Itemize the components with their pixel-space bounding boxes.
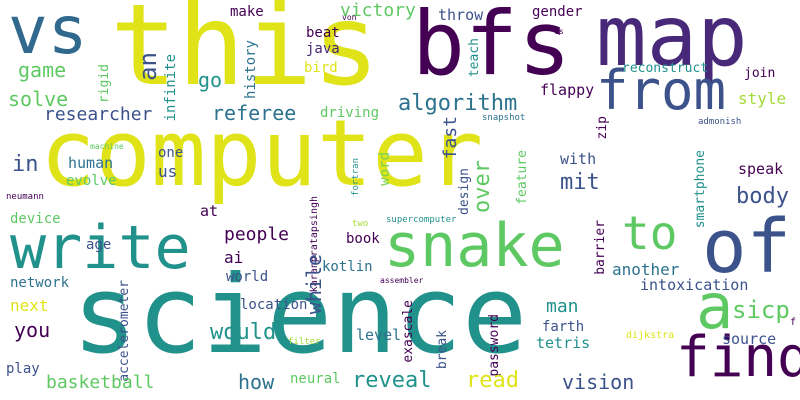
word-accelerometer: accelerometer	[117, 280, 132, 382]
word-from: from	[596, 59, 727, 122]
word-algorithm: algorithm	[398, 91, 518, 116]
word-world: world	[226, 269, 269, 285]
word-referee: referee	[212, 101, 297, 125]
word-another: another	[612, 260, 680, 279]
word-gender: gender	[532, 4, 583, 20]
word-mit: mit	[560, 170, 600, 195]
word-you: you	[14, 318, 51, 342]
word-fortran: fortran	[351, 158, 361, 196]
word-rigid: rigid	[97, 64, 112, 104]
word-vision: vision	[562, 370, 635, 394]
word-supercomputer: supercomputer	[386, 215, 457, 225]
word-machine: machine	[90, 142, 124, 151]
word-smartphone: smartphone	[693, 150, 708, 229]
word-java: java	[306, 41, 340, 57]
word-infinite: infinite	[163, 54, 179, 122]
word-basketball: basketball	[46, 372, 155, 393]
word-design: design	[457, 168, 472, 215]
word-farth: farth	[542, 319, 585, 335]
word-researcher: researcher	[44, 104, 153, 125]
word-one: one	[158, 145, 184, 161]
word-ai: ai	[224, 248, 244, 267]
word-neural: neural	[290, 371, 341, 387]
word-style: style	[738, 89, 787, 108]
word-join: join	[744, 66, 776, 81]
word-exascale: exascale	[401, 300, 416, 363]
word-play: play	[6, 361, 40, 377]
word-solve: solve	[8, 87, 69, 111]
word-go: go	[198, 68, 223, 92]
word-snapshot: snapshot	[482, 113, 526, 123]
word-break: break	[435, 330, 450, 370]
word-level: level	[356, 326, 402, 344]
word-bfs: bfs	[412, 0, 571, 95]
word-feature: feature	[515, 150, 530, 205]
word-snake: snake	[384, 211, 565, 281]
word-two: two	[352, 219, 369, 229]
word-write: write	[10, 213, 191, 283]
word-source: source	[722, 330, 777, 348]
word-network: network	[10, 275, 70, 291]
word-of: of	[702, 204, 792, 290]
word-next: next	[10, 296, 49, 315]
word-teach: teach	[467, 38, 482, 78]
word-age: age	[86, 237, 112, 253]
word-us: us	[158, 162, 178, 181]
word-science: science	[72, 253, 528, 378]
word-make: make	[230, 4, 264, 20]
word-filter: filter	[288, 337, 321, 347]
word-at: at	[200, 202, 219, 220]
word-people: people	[224, 224, 290, 245]
word-with: with	[560, 150, 597, 168]
word-kotlin: kotlin	[322, 259, 373, 275]
word-reconstruct: reconstruct	[622, 61, 709, 76]
word-dijkstra: dijkstra	[626, 330, 675, 341]
word-this: this	[110, 0, 380, 111]
word-driving: driving	[320, 105, 380, 121]
word-to: to	[622, 206, 678, 260]
word-throw: throw	[438, 6, 484, 24]
word-intoxication: intoxication	[640, 276, 749, 294]
word-f: f	[790, 317, 797, 328]
word-a: a	[696, 270, 734, 343]
word-how: how	[238, 370, 275, 394]
word-body: body	[736, 184, 789, 209]
word-over: over	[470, 160, 495, 213]
word-barrier: barrier	[593, 220, 608, 275]
word-history: history	[243, 40, 259, 100]
word-sicp: sicp	[732, 296, 790, 324]
word-an: an	[134, 52, 162, 81]
word-neumann: neumann	[6, 192, 44, 202]
word-evolve: evolve	[66, 173, 117, 189]
word-word: word	[377, 152, 393, 186]
word-in: in	[12, 152, 39, 177]
word-tetris: tetris	[536, 334, 591, 352]
word-man: man	[546, 296, 579, 317]
word-vs: vs	[8, 0, 88, 69]
word-book: book	[346, 231, 380, 247]
word-human: human	[68, 154, 114, 172]
word-read: read	[466, 368, 519, 393]
word-von: von	[342, 13, 357, 22]
word-computer: computer	[40, 100, 484, 207]
word-beat: beat	[306, 25, 340, 41]
word-speak: speak	[738, 160, 784, 178]
word-bird: bird	[304, 60, 338, 76]
word-location: location	[240, 297, 308, 313]
word-fast: fast	[440, 116, 461, 160]
word-reveal: reveal	[352, 368, 432, 393]
word-map: map	[596, 0, 748, 85]
word-zip: zip	[595, 116, 610, 140]
word-find: find	[676, 325, 800, 390]
word-flappy: flappy	[540, 81, 595, 99]
word-would: would	[210, 320, 277, 345]
word-game: game	[18, 58, 67, 82]
word-victory: victory	[340, 0, 416, 21]
word-device: device	[10, 211, 61, 227]
word-admonish: admonish	[698, 117, 742, 127]
word-cs: cs	[554, 27, 564, 36]
word-assembler: assembler	[380, 276, 424, 285]
